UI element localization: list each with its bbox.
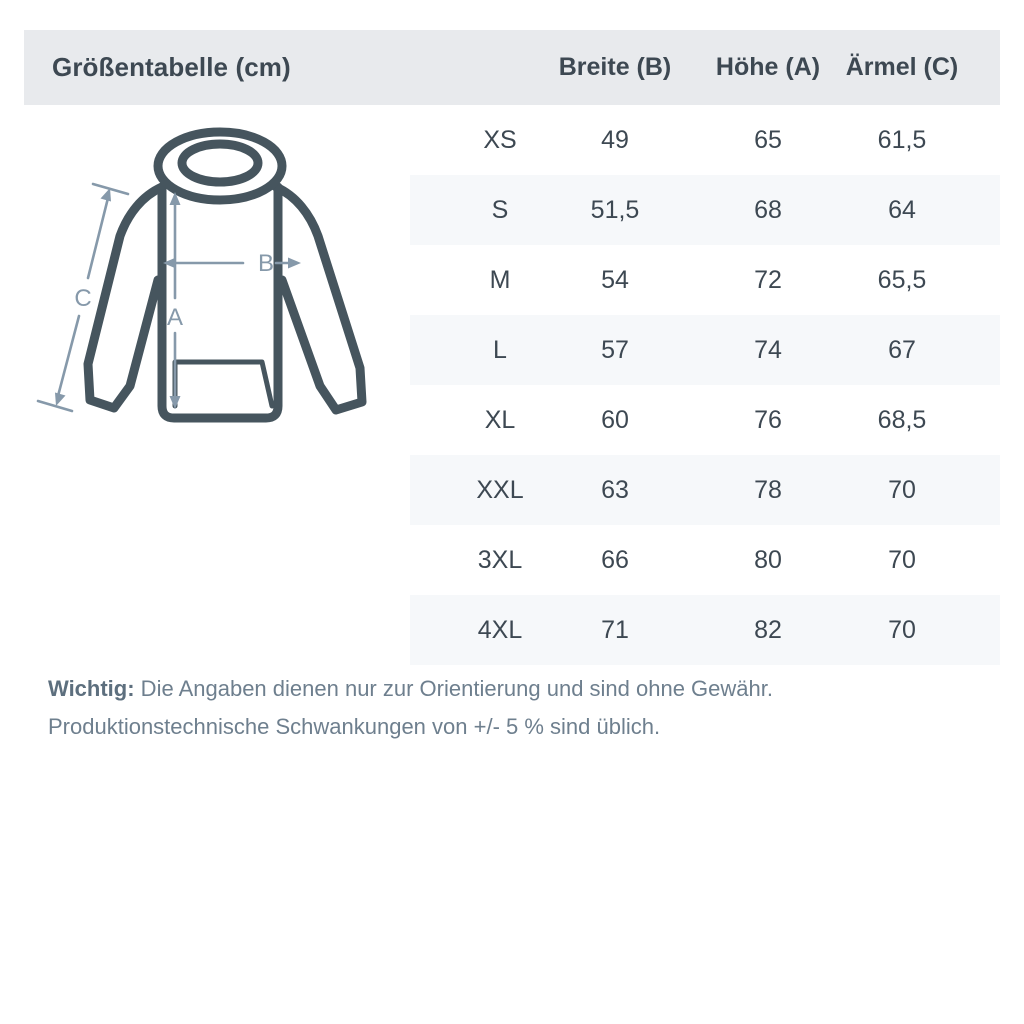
cell-height: 72 bbox=[754, 266, 782, 294]
cell-sleeve: 68,5 bbox=[877, 406, 927, 434]
cell-width: 66 bbox=[601, 546, 629, 574]
cell-sleeve: 61,5 bbox=[877, 126, 927, 154]
cell-height: 68 bbox=[754, 196, 782, 224]
table-header-band bbox=[24, 30, 1000, 105]
cell-size: L bbox=[493, 336, 507, 364]
table-row: L 57 74 67 bbox=[410, 315, 1000, 385]
disclaimer-note: Wichtig: Die Angaben dienen nur zur Orie… bbox=[48, 670, 998, 746]
cell-sleeve: 64 bbox=[888, 196, 916, 224]
cell-size: 3XL bbox=[477, 546, 523, 574]
disclaimer-line-1: Die Angaben dienen nur zur Orientierung … bbox=[134, 676, 773, 701]
table-row: XS 49 65 61,5 bbox=[410, 105, 1000, 175]
cell-sleeve: 70 bbox=[888, 616, 916, 644]
cell-width: 49 bbox=[601, 126, 629, 154]
cell-height: 74 bbox=[754, 336, 782, 364]
disclaimer-label: Wichtig: bbox=[48, 676, 135, 701]
cell-size: M bbox=[489, 266, 511, 294]
cell-width: 60 bbox=[601, 406, 629, 434]
cell-height: 78 bbox=[754, 476, 782, 504]
left-sleeve bbox=[83, 182, 167, 413]
cell-size: XXL bbox=[476, 476, 524, 504]
cell-size: S bbox=[491, 196, 509, 224]
cell-sleeve: 67 bbox=[888, 336, 916, 364]
table-row: S 51,5 68 64 bbox=[410, 175, 1000, 245]
table-row: 3XL 66 80 70 bbox=[410, 525, 1000, 595]
dimension-label-c: C bbox=[74, 285, 91, 312]
page-title: Größentabelle (cm) bbox=[52, 52, 291, 82]
cell-width: 54 bbox=[601, 266, 629, 294]
cell-width: 57 bbox=[601, 336, 629, 364]
body bbox=[157, 182, 283, 423]
cell-sleeve: 70 bbox=[888, 546, 916, 574]
table-row: XXL 63 78 70 bbox=[410, 455, 1000, 525]
dimension-a bbox=[169, 192, 181, 409]
size-table: XS 49 65 61,5 S 51,5 68 64 M 54 72 65,5 … bbox=[410, 105, 1000, 665]
cell-size: 4XL bbox=[477, 616, 523, 644]
dimension-label-a: A bbox=[167, 304, 183, 331]
pocket bbox=[172, 359, 275, 409]
cell-width: 63 bbox=[601, 476, 629, 504]
column-header-height: Höhe (A) bbox=[715, 53, 821, 81]
hood-outer bbox=[153, 127, 287, 205]
cell-width: 51,5 bbox=[590, 196, 640, 224]
cell-size: XL bbox=[484, 406, 516, 434]
dimension-b bbox=[163, 257, 301, 269]
cell-height: 82 bbox=[754, 616, 782, 644]
table-row: 4XL 71 82 70 bbox=[410, 595, 1000, 665]
hood-inner bbox=[177, 139, 263, 187]
cell-height: 65 bbox=[754, 126, 782, 154]
column-header-sleeve: Ärmel (C) bbox=[845, 53, 959, 81]
right-sleeve bbox=[271, 182, 367, 415]
dimension-label-b: B bbox=[258, 250, 274, 277]
table-row: M 54 72 65,5 bbox=[410, 245, 1000, 315]
hoodie-diagram: B A C bbox=[30, 118, 410, 458]
dimension-c bbox=[36, 182, 130, 413]
cell-sleeve: 70 bbox=[888, 476, 916, 504]
cell-size: XS bbox=[483, 126, 517, 154]
table-row: XL 60 76 68,5 bbox=[410, 385, 1000, 455]
cell-height: 80 bbox=[754, 546, 782, 574]
cell-height: 76 bbox=[754, 406, 782, 434]
column-header-width: Breite (B) bbox=[558, 53, 672, 81]
cell-width: 71 bbox=[601, 616, 629, 644]
disclaimer-line-2: Produktionstechnische Schwankungen von +… bbox=[48, 714, 661, 739]
cell-sleeve: 65,5 bbox=[877, 266, 927, 294]
